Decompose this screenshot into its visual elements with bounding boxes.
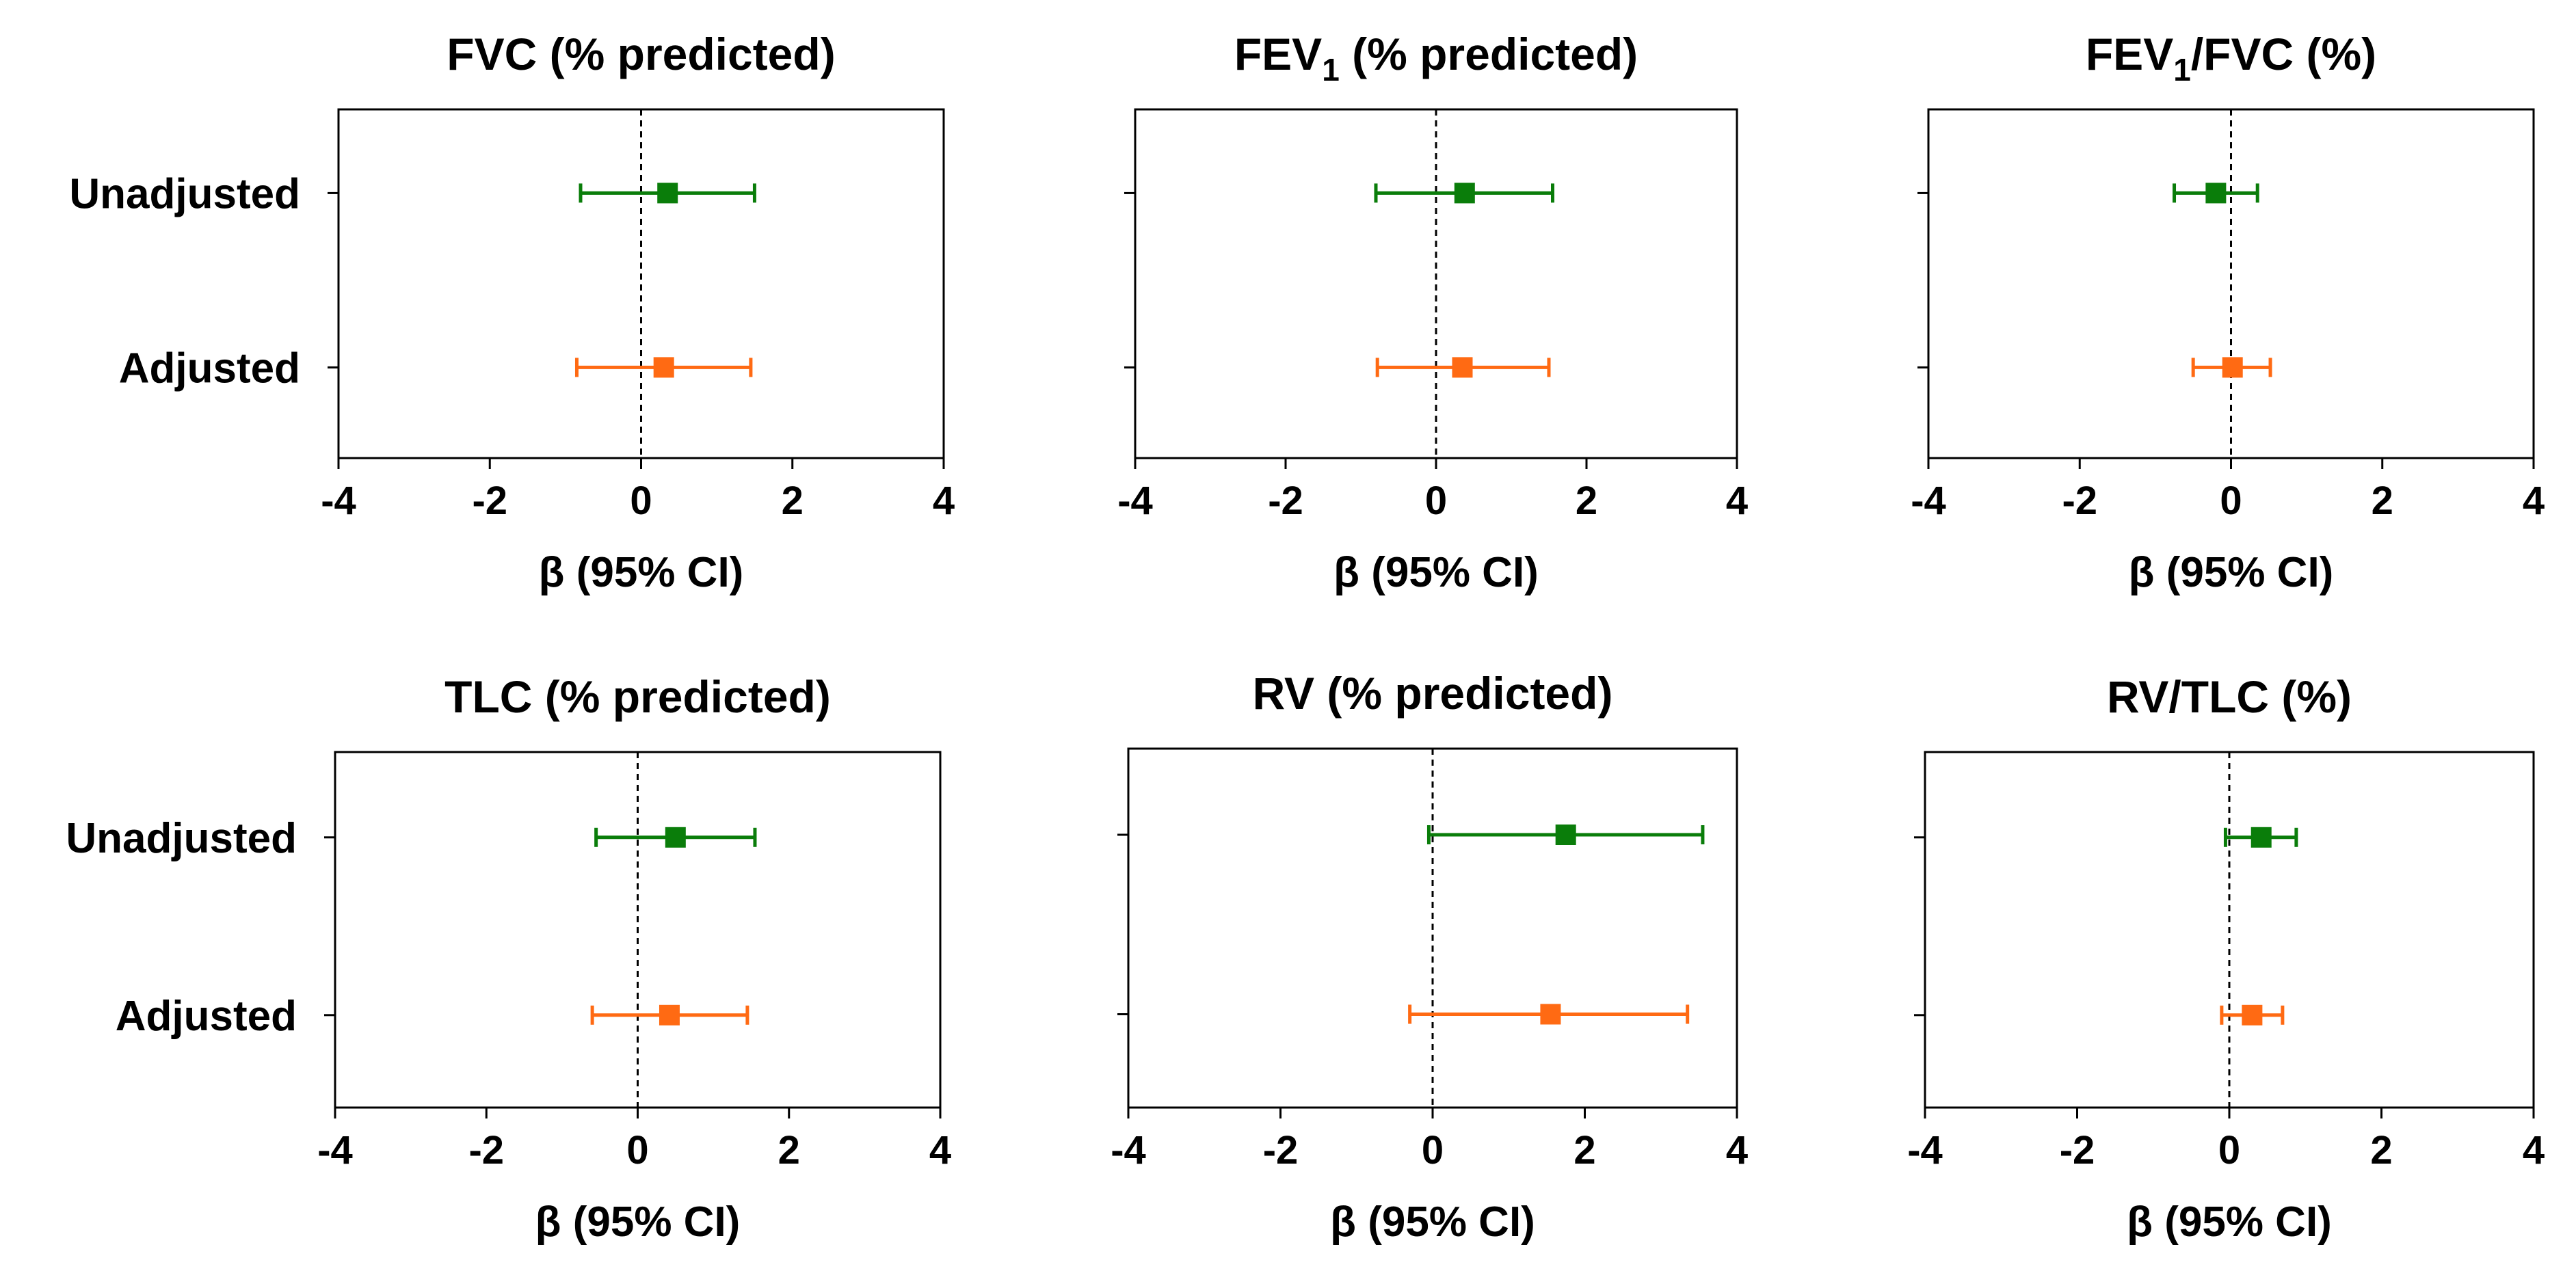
x-tick-label: -4	[1907, 1128, 1943, 1172]
x-tick-label: -4	[317, 1128, 353, 1172]
x-tick-label: -4	[1117, 479, 1153, 523]
x-axis-title: β (95% CI)	[2129, 549, 2334, 596]
adjusted-point-estimate	[653, 357, 674, 378]
unadjusted-point-estimate	[1555, 825, 1576, 845]
panel-title-main: RV/TLC (%)	[2107, 671, 2352, 722]
x-tick-label: -4	[321, 479, 356, 523]
x-tick-label: 2	[778, 1128, 800, 1172]
x-axis-title: β (95% CI)	[2127, 1198, 2332, 1246]
unadjusted-point-estimate	[665, 827, 686, 848]
panel-title-main: FEV	[1234, 29, 1322, 79]
panel-title-main: TLC (% predicted)	[444, 671, 831, 722]
unadjusted-point-estimate	[657, 183, 678, 204]
adjusted-point-estimate	[1452, 357, 1473, 378]
panel-title-tail: (% predicted)	[1340, 29, 1638, 79]
adjusted-point-estimate	[2222, 357, 2243, 378]
x-tick-label: 2	[2370, 1128, 2392, 1172]
panel-4: TLC (% predicted) -4 -2 0 2 4 β (95% CI) Unadju…	[66, 671, 951, 1246]
x-tick-label: 0	[2220, 479, 2242, 523]
x-tick-label: 2	[1574, 1128, 1595, 1172]
panel-title-main: FEV	[2086, 29, 2173, 79]
panel-title-main: FVC (% predicted)	[447, 29, 835, 79]
x-tick-label: 4	[929, 1128, 951, 1172]
panel-1: FVC (% predicted) -4 -2 0 2 4 β (95% CI) Unadju…	[69, 29, 955, 596]
x-tick-label: 0	[626, 1128, 648, 1172]
panel-title-tail: /FVC (%)	[2191, 29, 2376, 79]
panel-title-subscript: 1	[2173, 52, 2191, 88]
row-label-unadjusted: Unadjusted	[69, 170, 300, 217]
x-tick-label: -2	[468, 1128, 504, 1172]
panel-title: FVC (% predicted)	[447, 29, 835, 79]
panel-2: FEV1 (% predicted) -4 -2 0 2 4 β (95% CI)	[1117, 29, 1748, 596]
panel-title-main: RV (% predicted)	[1253, 668, 1613, 719]
x-tick-label: 4	[2523, 1128, 2545, 1172]
adjusted-point-estimate	[1540, 1004, 1561, 1025]
x-tick-label: -4	[1111, 1128, 1146, 1172]
x-tick-label: 0	[2218, 1128, 2240, 1172]
x-axis-title: β (95% CI)	[539, 549, 744, 596]
panel-title: FEV1 (% predicted)	[1234, 29, 1638, 88]
x-axis-title: β (95% CI)	[1330, 1198, 1535, 1246]
x-tick-label: 4	[1726, 1128, 1748, 1172]
x-tick-label: 0	[1425, 479, 1447, 523]
x-axis-title: β (95% CI)	[535, 1198, 741, 1246]
x-tick-label: 0	[630, 479, 652, 523]
unadjusted-point-estimate	[1454, 183, 1475, 204]
x-tick-label: 4	[2523, 479, 2545, 523]
row-label-unadjusted: Unadjusted	[66, 815, 297, 862]
panel-title: FEV1/FVC (%)	[2086, 29, 2376, 88]
x-tick-label: -2	[1263, 1128, 1299, 1172]
x-axis-title: β (95% CI)	[1333, 549, 1539, 596]
x-tick-label: -4	[1911, 479, 1946, 523]
panel-title: TLC (% predicted)	[444, 671, 831, 722]
adjusted-point-estimate	[659, 1004, 680, 1026]
x-tick-label: -2	[1268, 479, 1303, 523]
unadjusted-point-estimate	[2205, 183, 2227, 204]
panel-title: RV/TLC (%)	[2107, 671, 2352, 722]
panel-title-subscript: 1	[1322, 52, 1340, 88]
x-tick-label: -2	[2060, 1128, 2095, 1172]
x-tick-label: 2	[1576, 479, 1597, 523]
x-tick-label: 4	[1726, 479, 1748, 523]
row-label-adjusted: Adjusted	[116, 993, 297, 1040]
x-tick-label: 4	[933, 479, 955, 523]
x-tick-label: 2	[782, 479, 804, 523]
x-tick-label: 0	[1422, 1128, 1444, 1172]
row-label-adjusted: Adjusted	[119, 345, 300, 392]
panel-5: RV (% predicted) -4 -2 0 2 4 β (95% CI)	[1111, 668, 1748, 1246]
panel-6: RV/TLC (%) -4 -2 0 2 4 β (95% CI)	[1907, 671, 2545, 1246]
x-tick-label: -2	[472, 479, 507, 523]
panel-3: FEV1/FVC (%) -4 -2 0 2 4 β (95% CI)	[1911, 29, 2545, 596]
x-tick-label: 2	[2372, 479, 2393, 523]
panel-title: RV (% predicted)	[1253, 668, 1613, 719]
adjusted-point-estimate	[2242, 1004, 2263, 1026]
x-tick-label: -2	[2062, 479, 2097, 523]
unadjusted-point-estimate	[2250, 827, 2272, 848]
